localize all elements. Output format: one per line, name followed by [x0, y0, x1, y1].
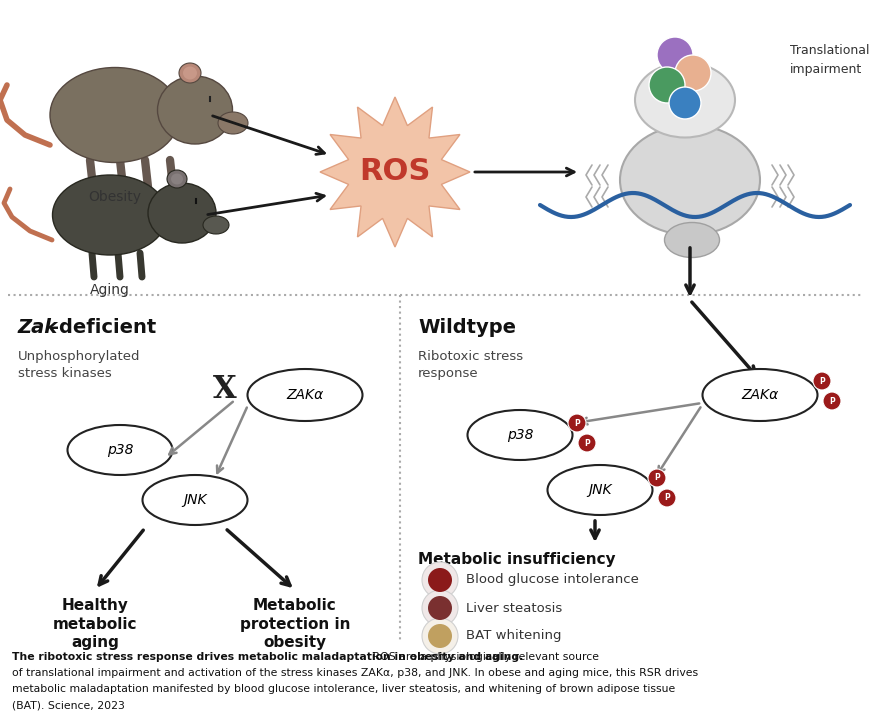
Circle shape	[421, 562, 457, 598]
Polygon shape	[320, 97, 469, 247]
Text: Wildtype: Wildtype	[417, 318, 515, 337]
Text: ROS are a physiologically relevant source: ROS are a physiologically relevant sourc…	[368, 652, 598, 662]
Ellipse shape	[179, 63, 201, 83]
Circle shape	[812, 372, 830, 390]
Text: Translational
impairment: Translational impairment	[789, 44, 868, 76]
Circle shape	[656, 37, 693, 73]
Circle shape	[648, 67, 684, 103]
Ellipse shape	[664, 223, 719, 258]
Ellipse shape	[634, 63, 734, 138]
Ellipse shape	[547, 465, 652, 515]
Text: Unphosphorylated
stress kinases: Unphosphorylated stress kinases	[18, 350, 140, 380]
Text: Ribotoxic stress
response: Ribotoxic stress response	[417, 350, 522, 380]
Circle shape	[657, 489, 675, 507]
Ellipse shape	[202, 216, 229, 234]
Ellipse shape	[171, 173, 182, 184]
Circle shape	[428, 568, 452, 592]
Text: Healthy
metabolic
aging: Healthy metabolic aging	[53, 598, 137, 650]
Ellipse shape	[157, 76, 232, 144]
Text: P: P	[653, 473, 659, 483]
Text: P: P	[583, 438, 589, 448]
Circle shape	[567, 414, 586, 432]
Text: P: P	[574, 419, 580, 427]
Text: The ribotoxic stress response drives metabolic maladaptation in obesity and agin: The ribotoxic stress response drives met…	[12, 652, 523, 662]
Text: ZAKα: ZAKα	[286, 388, 323, 402]
Ellipse shape	[467, 410, 572, 460]
Circle shape	[674, 55, 710, 91]
Text: Blood glucose intolerance: Blood glucose intolerance	[466, 574, 638, 587]
Text: X: X	[213, 374, 236, 405]
Text: of translational impairment and activation of the stress kinases ZAKα, p38, and : of translational impairment and activati…	[12, 668, 697, 678]
Ellipse shape	[143, 475, 247, 525]
Text: (BAT). Science, 2023: (BAT). Science, 2023	[12, 700, 125, 710]
Circle shape	[822, 392, 840, 410]
Text: metabolic maladaptation manifested by blood glucose intolerance, liver steatosis: metabolic maladaptation manifested by bl…	[12, 684, 674, 694]
Text: ZAKα: ZAKα	[740, 388, 778, 402]
Ellipse shape	[50, 68, 180, 162]
Circle shape	[428, 624, 452, 648]
Text: BAT whitening: BAT whitening	[466, 630, 561, 643]
Ellipse shape	[620, 125, 760, 235]
Text: Zak: Zak	[18, 318, 58, 337]
Ellipse shape	[218, 112, 248, 134]
Text: p38: p38	[506, 428, 533, 442]
Text: -deficient: -deficient	[51, 318, 156, 337]
Text: p38: p38	[107, 443, 133, 457]
Text: P: P	[663, 494, 669, 502]
Text: ROS: ROS	[359, 157, 430, 186]
Circle shape	[428, 596, 452, 620]
Text: Aging: Aging	[90, 283, 129, 297]
Ellipse shape	[247, 369, 362, 421]
Text: Obesity: Obesity	[89, 190, 142, 204]
Circle shape	[647, 469, 666, 487]
Circle shape	[421, 590, 457, 626]
Circle shape	[668, 87, 700, 119]
Text: Metabolic insufficiency: Metabolic insufficiency	[417, 552, 615, 567]
Text: JNK: JNK	[587, 483, 611, 497]
Ellipse shape	[182, 66, 196, 79]
Circle shape	[421, 618, 457, 654]
Circle shape	[577, 434, 595, 452]
Text: JNK: JNK	[183, 493, 207, 507]
Text: Liver steatosis: Liver steatosis	[466, 601, 561, 614]
Ellipse shape	[68, 425, 172, 475]
Ellipse shape	[701, 369, 817, 421]
Text: Metabolic
protection in
obesity: Metabolic protection in obesity	[240, 598, 350, 650]
Text: P: P	[819, 376, 824, 386]
Ellipse shape	[148, 183, 216, 243]
Ellipse shape	[52, 175, 168, 255]
Ellipse shape	[167, 170, 187, 188]
Text: P: P	[828, 397, 834, 405]
